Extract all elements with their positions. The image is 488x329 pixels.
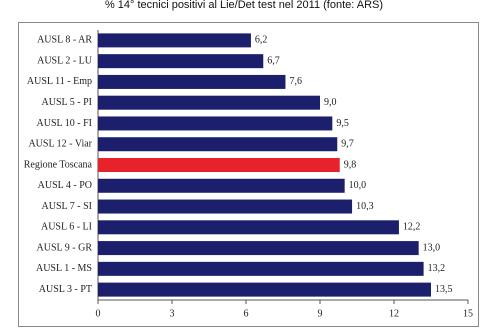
y-tick-label: AUSL 10 - FI <box>37 118 92 129</box>
y-tick-label: AUSL 5 - PI <box>42 97 92 108</box>
y-tick-label: AUSL 7 - SI <box>42 201 92 212</box>
bar <box>98 282 431 297</box>
value-label: 7,6 <box>289 76 302 87</box>
value-label: 13,0 <box>423 242 441 253</box>
x-tick-label: 9 <box>318 308 323 319</box>
value-label: 10,0 <box>349 180 367 191</box>
bar <box>98 137 338 152</box>
bar <box>98 199 353 214</box>
y-tick-label: AUSL 1 - MS <box>36 263 92 274</box>
bar <box>98 220 399 235</box>
bar <box>98 116 333 131</box>
y-tick-label: AUSL 12 - Viar <box>28 139 92 150</box>
bar <box>98 241 419 256</box>
value-label: 13,2 <box>428 263 446 274</box>
x-tick-label: 3 <box>170 308 175 319</box>
value-label: 6,7 <box>267 55 280 66</box>
bar <box>98 178 345 193</box>
value-label: 9,0 <box>324 97 337 108</box>
bar <box>98 74 286 89</box>
y-tick-label: AUSL 3 - PT <box>39 284 92 295</box>
x-tick-label: 6 <box>244 308 249 319</box>
value-label: 10,3 <box>356 201 374 212</box>
value-label: 13,5 <box>435 284 453 295</box>
y-tick-label: AUSL 2 - LU <box>37 55 93 66</box>
bar <box>98 95 320 110</box>
y-tick-label: AUSL 11 - Emp <box>27 76 92 87</box>
value-label: 9,5 <box>336 118 349 129</box>
y-tick-label: AUSL 4 - PO <box>38 180 92 191</box>
value-label: 9,7 <box>341 139 354 150</box>
x-tick-label: 15 <box>463 308 473 319</box>
x-tick-label: 0 <box>96 308 101 319</box>
value-label: 9,8 <box>344 159 357 170</box>
bar <box>98 33 251 48</box>
y-tick-label: AUSL 9 - GR <box>37 242 93 253</box>
bar <box>98 261 424 276</box>
bar <box>98 54 264 69</box>
chart-title: % 14° tecnici positivi al Lie/Det test n… <box>105 0 383 11</box>
y-tick-label: Regione Toscana <box>24 159 93 170</box>
value-label: 6,2 <box>255 35 268 46</box>
value-label: 12,2 <box>403 222 421 233</box>
y-tick-label: AUSL 8 - AR <box>37 35 92 46</box>
y-tick-label: AUSL 6 - LI <box>41 222 92 233</box>
bar <box>98 158 340 172</box>
x-tick-label: 12 <box>389 308 399 319</box>
